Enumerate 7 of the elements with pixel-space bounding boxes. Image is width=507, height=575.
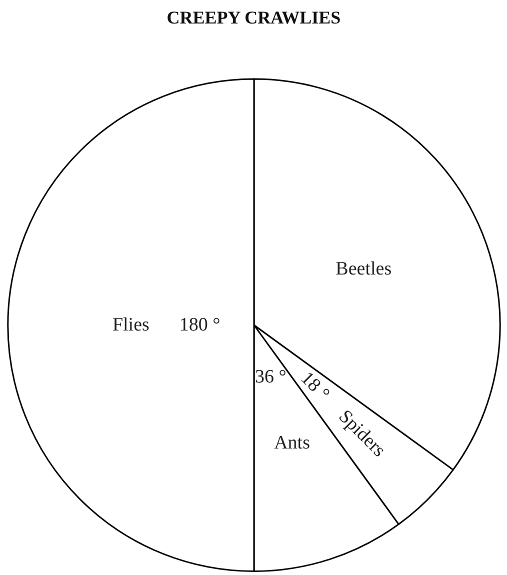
data-label: 180 ° [179, 314, 220, 336]
slice-label: Ants [274, 432, 310, 454]
data-label: 18 ° [296, 368, 334, 405]
data-label: 36 ° [255, 366, 286, 388]
slice-label: Flies [112, 314, 150, 336]
slice-label: Beetles [336, 258, 392, 280]
chart-title: CREEPY CRAWLIES [166, 8, 341, 28]
